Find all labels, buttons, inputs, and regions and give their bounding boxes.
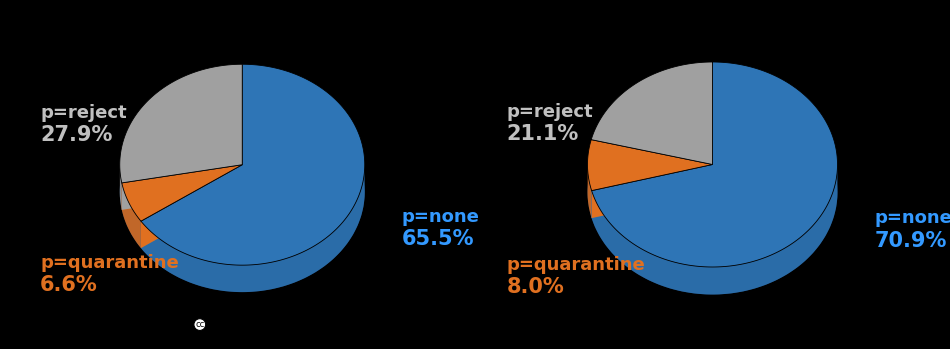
Text: 21.1%: 21.1% xyxy=(506,125,579,144)
Polygon shape xyxy=(592,164,712,218)
Polygon shape xyxy=(120,160,122,210)
Text: 70.9%: 70.9% xyxy=(875,231,947,251)
Ellipse shape xyxy=(587,89,838,295)
Polygon shape xyxy=(120,64,242,183)
Text: p=none: p=none xyxy=(875,209,950,227)
Polygon shape xyxy=(122,165,242,210)
Polygon shape xyxy=(592,62,838,267)
Polygon shape xyxy=(141,64,365,265)
Polygon shape xyxy=(587,159,592,218)
Polygon shape xyxy=(122,183,141,248)
Text: 8.0%: 8.0% xyxy=(506,277,564,297)
Text: p=reject: p=reject xyxy=(506,103,593,121)
Text: p=quarantine: p=quarantine xyxy=(506,255,645,274)
Text: 27.9%: 27.9% xyxy=(40,125,112,145)
Polygon shape xyxy=(122,165,242,221)
Text: cc: cc xyxy=(195,320,204,329)
Polygon shape xyxy=(592,161,838,295)
Polygon shape xyxy=(591,62,712,164)
Text: BY-SA: BY-SA xyxy=(224,320,251,329)
Text: p=reject: p=reject xyxy=(40,104,126,122)
Polygon shape xyxy=(141,165,242,248)
Ellipse shape xyxy=(120,91,365,292)
Text: 65.5%: 65.5% xyxy=(402,229,474,250)
Ellipse shape xyxy=(606,147,819,198)
Text: p=quarantine: p=quarantine xyxy=(40,254,179,272)
Ellipse shape xyxy=(138,148,347,198)
Text: p=none: p=none xyxy=(402,208,480,227)
Polygon shape xyxy=(592,164,712,218)
Text: 6.6%: 6.6% xyxy=(40,275,98,295)
Polygon shape xyxy=(141,161,365,292)
Polygon shape xyxy=(141,165,242,248)
Polygon shape xyxy=(122,165,242,210)
Polygon shape xyxy=(587,140,712,191)
